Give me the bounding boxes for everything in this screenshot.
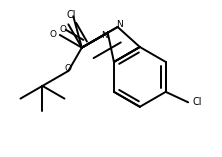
Text: O: O [65, 64, 72, 73]
Text: O: O [50, 30, 57, 39]
Text: Cl: Cl [192, 97, 202, 107]
Text: Cl: Cl [66, 10, 76, 20]
Text: O: O [59, 25, 66, 34]
Text: N: N [116, 20, 123, 29]
Text: N: N [101, 31, 108, 40]
